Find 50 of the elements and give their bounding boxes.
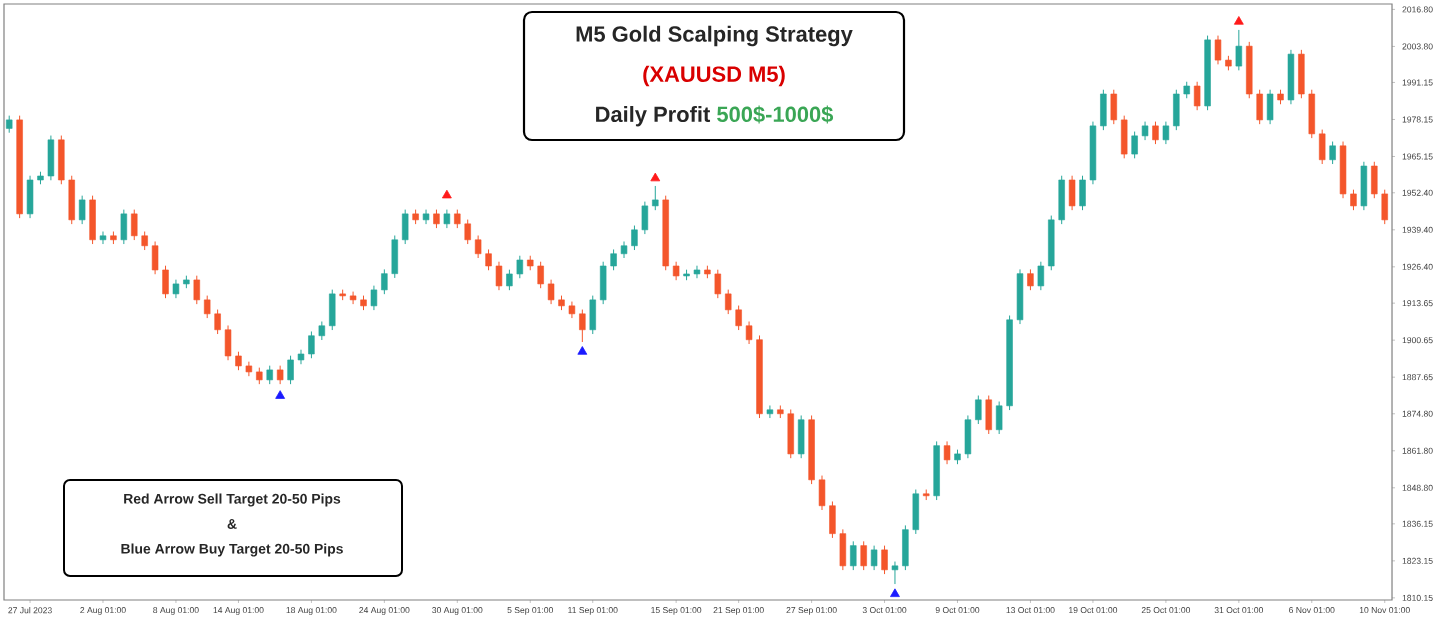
candlestick xyxy=(370,285,378,311)
point xyxy=(577,346,588,355)
candlestick xyxy=(1318,129,1326,165)
point xyxy=(890,588,900,598)
candlestick xyxy=(443,209,451,229)
candlestick xyxy=(89,195,96,245)
candlestick xyxy=(1037,261,1045,291)
candlestick xyxy=(1068,175,1076,211)
candlestick xyxy=(266,365,273,385)
candlestick xyxy=(881,545,888,575)
candlestick xyxy=(1120,115,1128,159)
candlestick xyxy=(766,405,774,419)
candlestick xyxy=(797,414,805,459)
point xyxy=(650,172,661,182)
candlestick xyxy=(1329,141,1336,165)
candlestick xyxy=(1027,268,1034,291)
candlestick xyxy=(1152,121,1159,145)
candlestick xyxy=(329,289,336,331)
candlestick xyxy=(975,395,982,425)
candlestick xyxy=(1162,121,1170,145)
candlestick xyxy=(652,185,659,211)
candlestick xyxy=(943,440,951,465)
point xyxy=(1233,16,1244,25)
candlestick xyxy=(401,209,409,245)
candlestick xyxy=(1287,49,1295,105)
candlestick xyxy=(99,231,107,245)
candlestick xyxy=(120,209,128,245)
annotation: 500$-1000$ xyxy=(717,105,834,124)
candlestick xyxy=(1360,161,1368,211)
candlestick xyxy=(433,209,440,229)
candlestick xyxy=(672,261,680,281)
candlestick xyxy=(193,275,200,305)
annotation: Daily Profit xyxy=(596,105,711,127)
point xyxy=(275,390,286,399)
candlestick xyxy=(276,365,284,385)
candlestick xyxy=(985,395,992,435)
candlestick xyxy=(422,209,430,225)
candlestick xyxy=(850,540,857,571)
candlestick xyxy=(870,545,878,571)
candlestick xyxy=(78,195,86,225)
candlestick xyxy=(579,309,586,343)
text: (XAUUSD M5) xyxy=(643,65,785,87)
candlestick xyxy=(589,295,596,335)
text: M5 Gold Scalping Strategy xyxy=(576,25,853,47)
candlestick xyxy=(1193,81,1201,111)
candlestick xyxy=(1110,89,1117,125)
point xyxy=(441,189,452,199)
candlestick xyxy=(1266,89,1274,125)
candlestick xyxy=(1235,29,1243,71)
candlestick xyxy=(860,540,867,571)
